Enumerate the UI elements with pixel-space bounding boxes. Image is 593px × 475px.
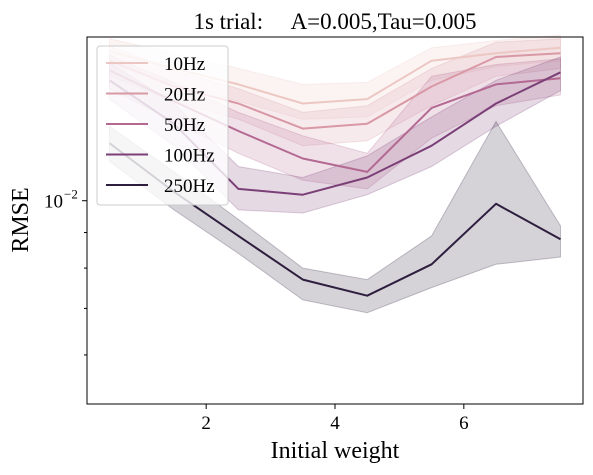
legend-box — [96, 45, 229, 206]
y-tick-exponent: −2 — [64, 187, 78, 202]
legend-label: 100Hz — [164, 146, 215, 167]
chart-title: 1s trial: A=0.005,Tau=0.005 — [193, 9, 476, 34]
y-tick-label: 10 — [44, 192, 63, 213]
y-axis-ticks: 10 −2 — [44, 187, 87, 356]
legend-label: 10Hz — [164, 54, 205, 75]
x-tick-label: 4 — [330, 413, 340, 434]
x-axis-label: Initial weight — [271, 438, 400, 464]
x-tick-label: 2 — [201, 413, 211, 434]
y-axis-label: RMSE — [8, 187, 34, 252]
x-tick-label: 6 — [459, 413, 469, 434]
x-axis-ticks: 2 4 6 — [201, 404, 469, 434]
ci-band-250Hz — [109, 120, 561, 314]
legend-label: 20Hz — [164, 85, 205, 106]
legend-label: 250Hz — [164, 176, 215, 197]
legend: 10Hz 20Hz 50Hz 100Hz 250Hz — [96, 45, 229, 206]
legend-label: 50Hz — [164, 115, 205, 136]
